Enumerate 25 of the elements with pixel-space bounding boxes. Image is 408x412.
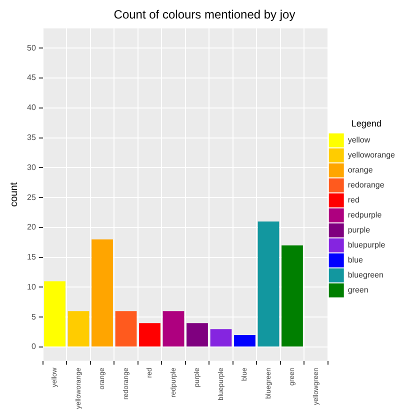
y-tick-label: 45: [26, 73, 36, 82]
y-tick-label: 25: [26, 192, 36, 202]
legend-title: Legend: [351, 118, 382, 129]
legend-label: green: [348, 286, 368, 295]
legend-label: yelloworange: [348, 150, 396, 160]
legend-label: redpurple: [348, 210, 382, 220]
chart-title: Count of colours mentioned by joy: [114, 8, 296, 22]
y-tick-label: 10: [26, 282, 36, 292]
legend-label: bluepurple: [348, 240, 386, 250]
legend-label: bluegreen: [348, 270, 384, 280]
y-tick-label: 20: [26, 222, 36, 232]
y-tick-label: 40: [26, 103, 36, 112]
legend-label: redorange: [348, 180, 385, 190]
legend-label: blue: [348, 256, 364, 265]
y-tick-label: 35: [26, 132, 36, 142]
y-tick-label: 5: [31, 312, 36, 322]
y-tick-label: 15: [26, 252, 36, 262]
y-tick-label: 0: [31, 342, 36, 352]
y-axis-title: count: [8, 182, 20, 207]
legend-label: red: [348, 196, 360, 205]
legend-label: purple: [348, 226, 371, 235]
legend-label: orange: [348, 166, 374, 175]
y-tick-label: 30: [26, 162, 36, 172]
legend-label: yellow: [348, 136, 370, 145]
y-tick-label: 50: [26, 43, 36, 52]
